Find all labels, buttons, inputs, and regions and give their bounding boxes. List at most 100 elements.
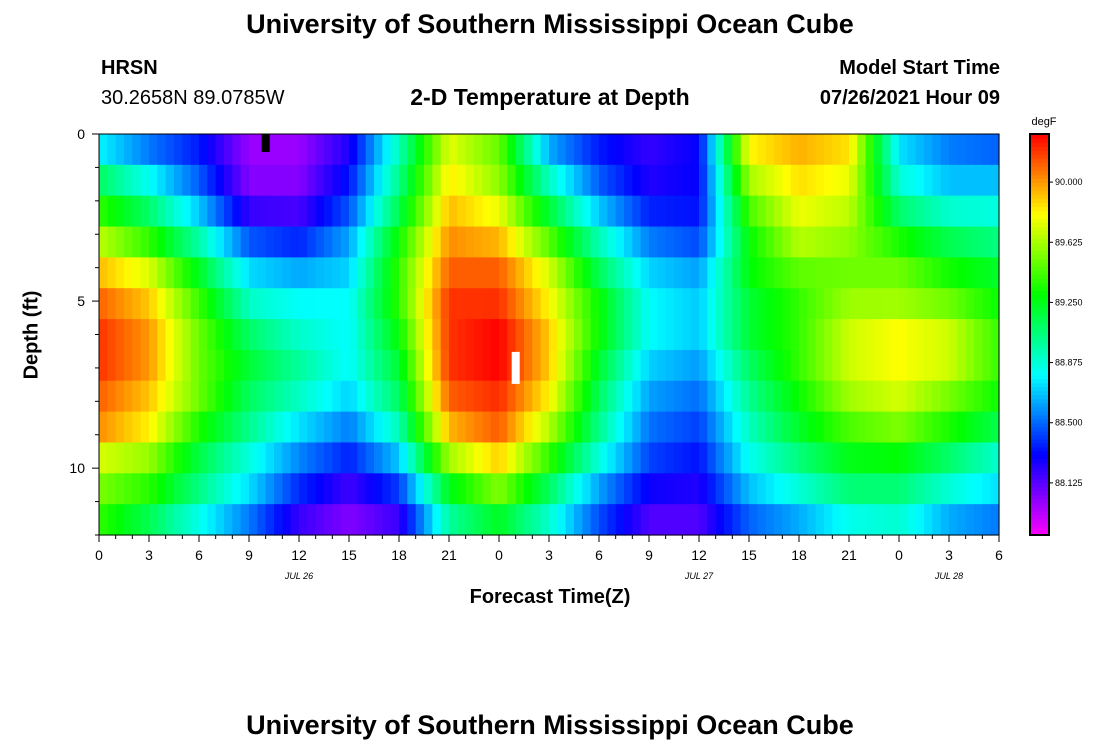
heat-cell: [965, 226, 975, 258]
heat-cell: [132, 257, 142, 289]
heat-cell: [849, 473, 858, 505]
heat-cell: [899, 380, 908, 413]
heat-cell: [765, 226, 775, 258]
heat-cell: [915, 349, 925, 382]
heat-cell: [215, 226, 225, 258]
heat-cell: [565, 349, 575, 382]
heat-cell: [174, 473, 183, 505]
heat-cell: [649, 504, 658, 536]
heat-cell: [290, 164, 300, 197]
heat-cell: [849, 411, 858, 444]
heat-cell: [574, 226, 583, 258]
heat-cell: [515, 504, 525, 536]
heat-cell: [465, 380, 475, 413]
heat-cell: [432, 288, 442, 320]
colorbar-tick-label: 90.000: [1055, 177, 1083, 187]
heat-cell: [382, 442, 392, 474]
heat-cell: [657, 319, 667, 351]
heat-cell: [732, 349, 742, 382]
heat-cell: [682, 226, 692, 258]
x-tick-label: 21: [441, 547, 457, 563]
heat-cell: [115, 319, 125, 351]
heat-cell: [890, 319, 900, 351]
heat-cell: [182, 380, 192, 413]
heat-cell: [482, 504, 492, 536]
heat-cell: [674, 288, 683, 320]
heat-cell: [665, 442, 675, 474]
heat-cell: [332, 319, 342, 351]
heat-cell: [349, 442, 358, 474]
heat-cell: [549, 319, 558, 351]
colorbar-segment: [1030, 302, 1049, 308]
heat-cell: [190, 164, 200, 197]
heat-cell: [832, 504, 842, 536]
heat-cell: [174, 319, 183, 351]
heat-cell: [657, 411, 667, 444]
heat-cell: [374, 257, 383, 289]
date-label: JUL 26: [284, 571, 313, 581]
heat-cell: [665, 195, 675, 228]
heat-cell: [899, 442, 908, 474]
heat-cell: [665, 411, 675, 444]
heat-cell: [440, 504, 450, 536]
heat-cell: [115, 164, 125, 197]
heat-cell: [265, 349, 275, 382]
heat-cell: [124, 134, 133, 166]
heat-cell: [874, 504, 883, 536]
heat-cell: [774, 380, 783, 413]
heat-cell: [399, 349, 408, 382]
heat-cell: [499, 442, 508, 474]
heat-cell: [782, 442, 792, 474]
heat-cell: [407, 164, 417, 197]
heat-cell: [657, 288, 667, 320]
heat-cell: [332, 504, 342, 536]
heat-cell: [932, 288, 942, 320]
heat-cell: [940, 288, 950, 320]
heat-cell: [140, 164, 150, 197]
heat-cell: [532, 411, 542, 444]
heat-cell: [465, 411, 475, 444]
heat-cell: [365, 134, 375, 166]
model-start-time: 07/26/2021 Hour 09: [819, 87, 1000, 109]
heat-cell: [565, 319, 575, 351]
heat-cell: [590, 164, 600, 197]
heat-cell: [324, 226, 333, 258]
heat-cell: [682, 134, 692, 166]
heat-cell: [240, 257, 250, 289]
heat-cell: [715, 134, 725, 166]
heat-cell: [840, 319, 850, 351]
heat-cell: [174, 442, 183, 474]
colorbar-segment: [1030, 402, 1049, 408]
colorbar-segment: [1030, 470, 1049, 476]
heat-cell: [499, 504, 508, 536]
heat-cell: [165, 134, 175, 166]
heat-cell: [907, 473, 917, 505]
x-tick-label: 18: [391, 547, 407, 563]
heat-cell: [290, 504, 300, 536]
heat-cell: [299, 504, 308, 536]
heat-cell: [532, 134, 542, 166]
heat-cell: [299, 380, 308, 413]
x-tick-label: 12: [691, 547, 707, 563]
heat-cell: [382, 349, 392, 382]
heat-cell: [740, 442, 750, 474]
colorbar-segment: [1030, 218, 1049, 223]
heat-cell: [990, 442, 1000, 474]
x-tick-label: 9: [645, 547, 653, 563]
heat-cell: [540, 411, 550, 444]
heat-cell: [257, 319, 267, 351]
heat-cell: [840, 226, 850, 258]
heat-cell: [865, 319, 875, 351]
heat-cell: [332, 442, 342, 474]
heat-cell: [932, 319, 942, 351]
heat-cell: [582, 473, 592, 505]
heat-cell: [457, 442, 467, 474]
heat-cell: [732, 288, 742, 320]
heat-cell: [474, 473, 483, 505]
heat-cell: [565, 226, 575, 258]
heat-cell: [690, 349, 700, 382]
heat-cell: [624, 257, 633, 289]
heat-cell: [340, 442, 350, 474]
heat-cell: [840, 257, 850, 289]
heat-cell: [640, 442, 650, 474]
